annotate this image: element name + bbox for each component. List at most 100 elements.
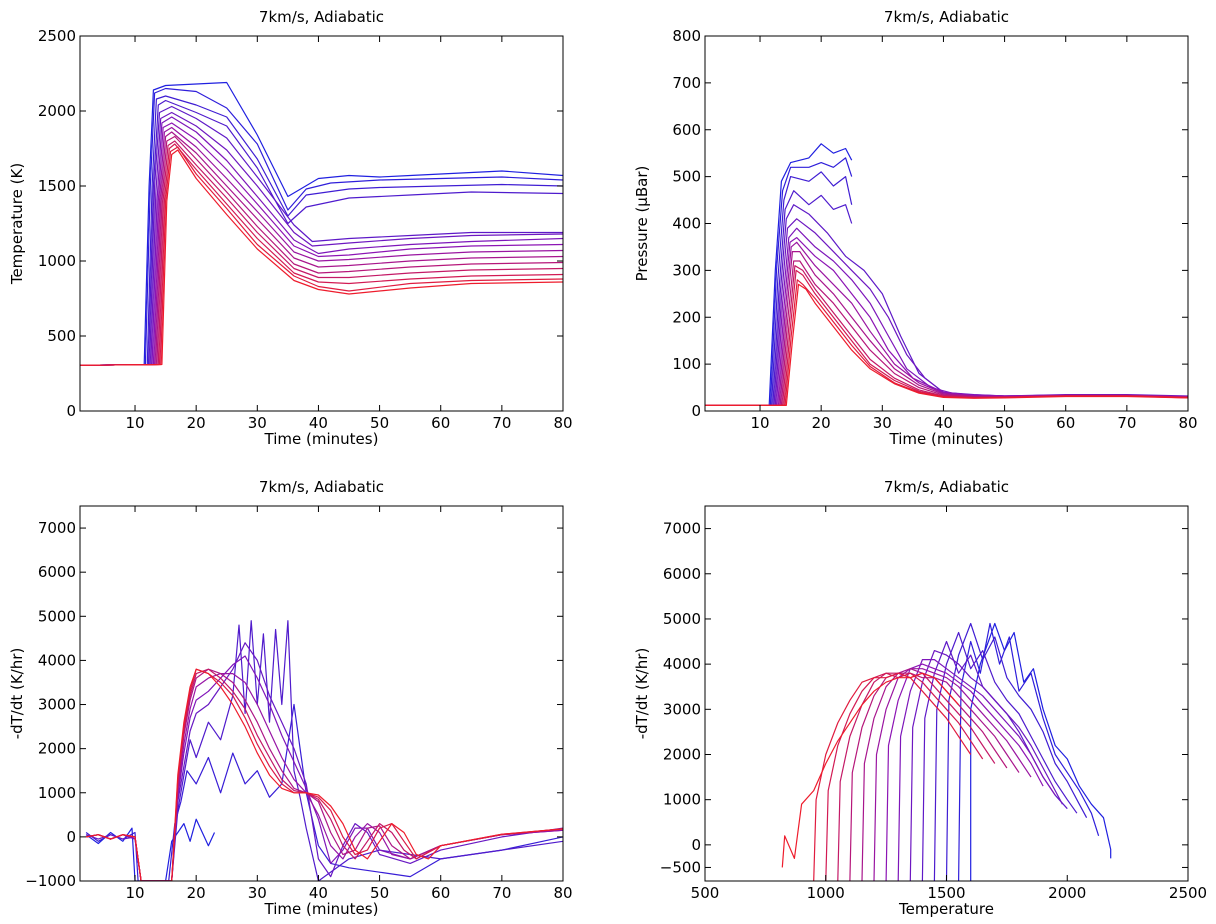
x-tick-label: 60 bbox=[431, 414, 450, 432]
x-tick-label: 2000 bbox=[1048, 884, 1086, 902]
x-tick-label: 80 bbox=[1178, 414, 1197, 432]
series-line bbox=[80, 111, 563, 366]
series-line bbox=[85, 655, 563, 881]
series-line bbox=[85, 642, 563, 881]
x-tick-label: 30 bbox=[873, 414, 892, 432]
series-line bbox=[80, 105, 563, 366]
y-axis-label: Temperature (K) bbox=[8, 163, 26, 285]
y-axis-label: -dT/dt (K/hr) bbox=[8, 648, 26, 740]
series-line bbox=[80, 81, 563, 366]
y-tick-label: 800 bbox=[672, 27, 701, 45]
y-tick-label: 2000 bbox=[38, 740, 76, 758]
series-line bbox=[781, 672, 960, 868]
y-tick-label: 7000 bbox=[663, 520, 701, 538]
series-line bbox=[80, 116, 563, 366]
x-axis-label: Time (minutes) bbox=[264, 430, 379, 448]
x-tick-label: 70 bbox=[1117, 414, 1136, 432]
series-line bbox=[933, 631, 1078, 881]
y-tick-label: 1000 bbox=[38, 252, 76, 270]
x-tick-label: 40 bbox=[309, 414, 328, 432]
plot-frame bbox=[79, 35, 564, 412]
y-tick-label: 1000 bbox=[38, 784, 76, 802]
x-tick-label: 80 bbox=[553, 414, 572, 432]
series-line bbox=[80, 149, 563, 366]
series-line bbox=[80, 143, 563, 366]
plot-frame bbox=[79, 505, 564, 882]
y-tick-label: −500 bbox=[660, 858, 701, 876]
y-tick-label: 7000 bbox=[38, 519, 76, 537]
x-tick-label: 10 bbox=[125, 414, 144, 432]
x-tick-label: 10 bbox=[125, 884, 144, 902]
y-tick-label: 6000 bbox=[663, 565, 701, 583]
series-line bbox=[80, 131, 563, 366]
temperature-vs-time-chart: 10 20 30 40 50 60 70 80 0 500 1000 1500 2000 2500 7km/… bbox=[8, 8, 573, 448]
y-tick-label: 500 bbox=[47, 327, 76, 345]
series-line bbox=[958, 622, 1100, 881]
series-line bbox=[85, 703, 563, 881]
x-tick-label: 40 bbox=[934, 414, 953, 432]
x-tick-label: 50 bbox=[370, 414, 389, 432]
series-line bbox=[705, 143, 853, 406]
x-axis-label: Temperature bbox=[898, 900, 994, 918]
y-tick-label: 0 bbox=[66, 828, 76, 846]
y-tick-label: 0 bbox=[691, 402, 701, 420]
y-tick-label: 300 bbox=[672, 261, 701, 279]
x-axis-label: Time (minutes) bbox=[889, 430, 1004, 448]
y-tick-label: 600 bbox=[672, 121, 701, 139]
x-tick-label: 30 bbox=[248, 414, 267, 432]
y-tick-label: 400 bbox=[672, 215, 701, 233]
y-axis-label: Pressure (μBar) bbox=[633, 166, 651, 282]
y-tick-label: 2000 bbox=[38, 102, 76, 120]
chart-title: 7km/s, Adiabatic bbox=[259, 478, 384, 496]
series-line bbox=[849, 672, 1008, 881]
series-line bbox=[80, 122, 563, 366]
series-line bbox=[80, 126, 563, 366]
x-tick-label: 1000 bbox=[807, 884, 845, 902]
x-tick-label: 500 bbox=[691, 884, 720, 902]
series-line bbox=[813, 672, 972, 881]
x-tick-label: 20 bbox=[187, 884, 206, 902]
x-tick-label: 80 bbox=[553, 884, 572, 902]
x-tick-label: 50 bbox=[370, 884, 389, 902]
series-line bbox=[885, 663, 1044, 881]
series-line bbox=[705, 283, 1188, 406]
x-tick-label: 50 bbox=[995, 414, 1014, 432]
chart-title: 7km/s, Adiabatic bbox=[884, 8, 1009, 26]
y-tick-label: 2000 bbox=[663, 745, 701, 763]
y-tick-label: 5000 bbox=[38, 607, 76, 625]
x-tick-label: 70 bbox=[492, 884, 511, 902]
series-line bbox=[80, 99, 563, 366]
x-tick-label: 70 bbox=[492, 414, 511, 432]
series-line bbox=[705, 171, 853, 406]
series-line bbox=[705, 157, 853, 406]
series-group bbox=[85, 620, 563, 881]
series-line bbox=[945, 622, 1088, 881]
series-line bbox=[897, 659, 1056, 881]
y-tick-label: 3000 bbox=[38, 696, 76, 714]
y-tick-label: 4000 bbox=[38, 651, 76, 669]
y-tick-label: 1500 bbox=[38, 177, 76, 195]
y-tick-label: 100 bbox=[672, 355, 701, 373]
y-tick-label: 0 bbox=[691, 836, 701, 854]
x-tick-label: 10 bbox=[750, 414, 769, 432]
y-tick-label: 0 bbox=[66, 402, 76, 420]
y-tick-label: 5000 bbox=[663, 610, 701, 628]
chart-title: 7km/s, Adiabatic bbox=[259, 8, 384, 26]
x-tick-label: 20 bbox=[187, 414, 206, 432]
series-line bbox=[970, 622, 1112, 881]
y-tick-label: 6000 bbox=[38, 563, 76, 581]
y-tick-label: 3000 bbox=[663, 700, 701, 718]
series-line bbox=[85, 818, 216, 881]
series-line bbox=[85, 668, 563, 881]
series-group bbox=[781, 622, 1112, 881]
x-tick-label: 60 bbox=[431, 884, 450, 902]
cooling-rate-vs-temperature-chart: 500 1000 1500 2000 2500 −500 0 1000 2000 3000 4000… bbox=[633, 478, 1207, 918]
x-axis-label: Time (minutes) bbox=[264, 900, 379, 918]
series-line bbox=[80, 87, 563, 366]
series-line bbox=[85, 668, 563, 881]
series-line bbox=[85, 668, 563, 881]
x-tick-label: 40 bbox=[309, 884, 328, 902]
y-tick-label: 1000 bbox=[663, 791, 701, 809]
x-tick-label: 60 bbox=[1056, 414, 1075, 432]
series-line bbox=[705, 190, 853, 406]
